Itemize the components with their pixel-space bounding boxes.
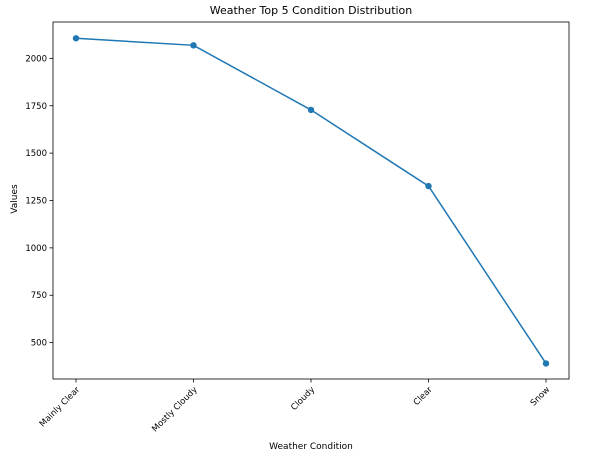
series-line	[75, 37, 547, 364]
data-point	[425, 182, 432, 190]
data-point	[542, 360, 550, 367]
data-point	[72, 35, 80, 42]
x-tick-label: Mainly Clear	[38, 385, 83, 430]
chart-title: Weather Top 5 Condition Distribution	[210, 4, 413, 17]
x-tick-label: Clear	[412, 385, 435, 408]
x-tick-label: Cloudy	[289, 385, 317, 413]
x-axis-label: Weather Condition	[269, 442, 353, 452]
data-point	[190, 42, 197, 49]
y-tick-label: 750	[31, 291, 47, 301]
x-tick-label: Snow	[529, 385, 552, 408]
y-tick-label: 1000	[25, 244, 47, 254]
plot-frame	[52, 21, 570, 380]
y-tick-label: 1500	[25, 149, 47, 159]
plot-area	[52, 21, 570, 380]
y-axis-label: Values	[10, 184, 20, 214]
y-tick-label: 1750	[25, 102, 47, 112]
x-tick-label: Mostly Cloudy	[150, 385, 199, 434]
data-point	[307, 106, 315, 114]
y-tick-label: 1250	[25, 197, 47, 207]
y-axis: 500 750 1000 1250 1500 1750 2000	[25, 54, 53, 349]
y-tick-label: 500	[31, 339, 47, 349]
x-axis: Mainly Clear Mostly Cloudy Cloudy Clear Snow	[38, 379, 552, 434]
y-tick-label: 2000	[25, 54, 47, 64]
series-layer	[72, 35, 550, 367]
